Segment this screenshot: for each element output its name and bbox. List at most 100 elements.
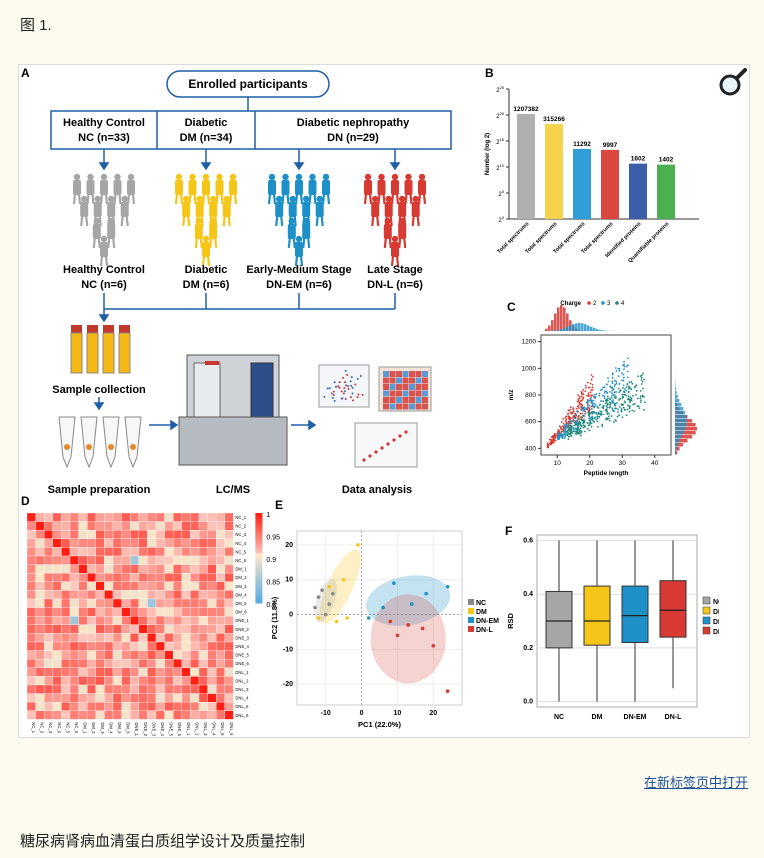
b-bar [629, 164, 647, 219]
e-point [317, 616, 321, 620]
d-col-label: DM_3 [100, 722, 105, 734]
e-ytick: 10 [285, 577, 293, 584]
f-category-label: DN-EM [624, 714, 647, 721]
b-value-label: 9997 [603, 142, 618, 149]
eppendorf-tubes-icon [59, 417, 141, 467]
d-col-label: DNL_5 [220, 722, 225, 736]
d-row-label: NC_4 [235, 541, 246, 546]
d-row-label: DNL_3 [235, 687, 249, 692]
figure-label: 图 1. [20, 14, 52, 35]
b-value-label: 11292 [573, 141, 591, 148]
subgroup-dnl-line1: Late Stage [367, 264, 423, 276]
d-row-label: DNL_2 [235, 678, 249, 683]
d-row-label: DM_6 [235, 610, 247, 615]
f-legend-label: NC [713, 599, 719, 606]
b-ytick: 225 [496, 85, 505, 94]
d-col-label: DNE_3 [151, 722, 156, 736]
e-point [327, 585, 331, 589]
d-col-label: DM_1 [83, 722, 88, 734]
d-row-label: DNE_6 [235, 661, 249, 666]
e-point [381, 606, 385, 610]
open-in-new-tab-link[interactable]: 在新标签页中打开 [644, 772, 748, 791]
e-legend-label: DM [476, 609, 487, 616]
figure-image[interactable]: A Enrolled participants Healthy Control … [18, 64, 750, 738]
e-point [446, 585, 450, 589]
subgroup-dnem-line2: DN-EM (n=6) [266, 279, 332, 291]
d-col-label: DNL_6 [229, 722, 234, 736]
e-point [335, 620, 339, 624]
d-col-label: DNE_1 [134, 722, 139, 736]
e-point [320, 588, 324, 592]
e-point [342, 578, 346, 582]
f-ylabel: RSD [506, 613, 515, 629]
e-point [424, 592, 428, 596]
c-xtick: 20 [586, 460, 594, 467]
e-legend-label: DN-EM [476, 618, 499, 625]
blood-tubes-icon [71, 325, 130, 373]
e-point [410, 602, 414, 606]
e-xtick: 0 [360, 710, 364, 717]
d-row-label: NC_5 [235, 549, 246, 554]
group-dm-line1: Diabetic [185, 117, 228, 129]
d-col-label: DM_5 [117, 722, 122, 734]
c-ytick: 1200 [522, 339, 537, 346]
f-legend-label: DN-L [713, 629, 719, 636]
subgroup-dm-line2: DM (n=6) [183, 279, 230, 291]
d-col-label: DNE_2 [143, 722, 148, 736]
c-legend-label: 2 [593, 301, 597, 307]
b-value-label: 315266 [543, 116, 565, 123]
d-row-label: DM_1 [235, 567, 247, 572]
group-dn-line1: Diabetic nephropathy [297, 117, 410, 129]
d-row-label: DNL_4 [235, 696, 249, 701]
panel-d-heatmap: NC_1NC_1NC_2NC_2NC_3NC_3NC_4NC_4NC_5NC_5… [27, 512, 280, 737]
d-scale-tick: 1 [266, 512, 270, 519]
e-ytick: 20 [285, 542, 293, 549]
e-point [331, 592, 335, 596]
b-ytick: 220 [496, 111, 505, 120]
e-legend-label: DN-L [476, 627, 493, 634]
subgroup-nc-line2: NC (n=6) [81, 279, 127, 291]
b-bar [545, 124, 563, 219]
panel-e-pca: -10 0 10 20-20-1001020PC1 (22.0%)PC2 (11.8%… [270, 531, 499, 729]
f-ytick: 0.0 [523, 699, 533, 706]
e-point [356, 543, 360, 547]
d-col-label: DNE_4 [160, 722, 165, 736]
c-legend-label: 3 [607, 301, 611, 307]
panel-f-letter: F [505, 524, 512, 538]
figure-caption: 糖尿病肾病血清蛋白质组学设计及质量控制 [20, 830, 305, 851]
d-row-label: DNE_4 [235, 644, 249, 649]
panel-b-chart: 2025210215220225Number (log 2)1207382Tot… [485, 85, 699, 264]
f-box [584, 586, 610, 645]
e-point [313, 606, 317, 610]
d-col-label: DM_4 [108, 722, 113, 734]
c-xtick: 30 [619, 460, 627, 467]
f-box [622, 586, 648, 642]
f-category-label: NC [554, 714, 564, 721]
people-cluster-icon [268, 174, 330, 266]
e-ytick: -10 [283, 646, 293, 653]
d-row-label: NC_3 [235, 532, 246, 537]
d-row-label: DNL_5 [235, 704, 249, 709]
e-point [345, 616, 349, 620]
f-box [546, 591, 572, 647]
f-ytick: 0.4 [523, 591, 533, 598]
b-ytick: 215 [496, 137, 505, 146]
d-row-label: DM_2 [235, 575, 247, 580]
zoom-magnifier-icon[interactable] [717, 67, 751, 101]
f-legend-label: DM [713, 609, 719, 616]
d-col-label: DM_6 [126, 722, 131, 734]
d-col-label: DNL_4 [212, 722, 217, 736]
panel-c-letter: C [507, 300, 516, 314]
f-box [660, 581, 686, 637]
lcms-instrument-icon [179, 355, 287, 465]
c-legend-title: Charge [560, 301, 581, 307]
e-point [367, 616, 371, 620]
group-dm-line2: DM (n=34) [180, 132, 233, 144]
d-col-label: DNL_3 [203, 722, 208, 736]
d-scale-tick: 0.95 [266, 535, 280, 542]
subgroup-dm-line1: Diabetic [185, 264, 228, 276]
c-xtick: 40 [651, 460, 659, 467]
d-row-label: NC_2 [235, 524, 246, 529]
panel-c-chart: 10 20 30 40 400 600 800 1000 1200 Peptide length m… [508, 301, 697, 477]
d-col-label: NC_4 [57, 722, 62, 733]
